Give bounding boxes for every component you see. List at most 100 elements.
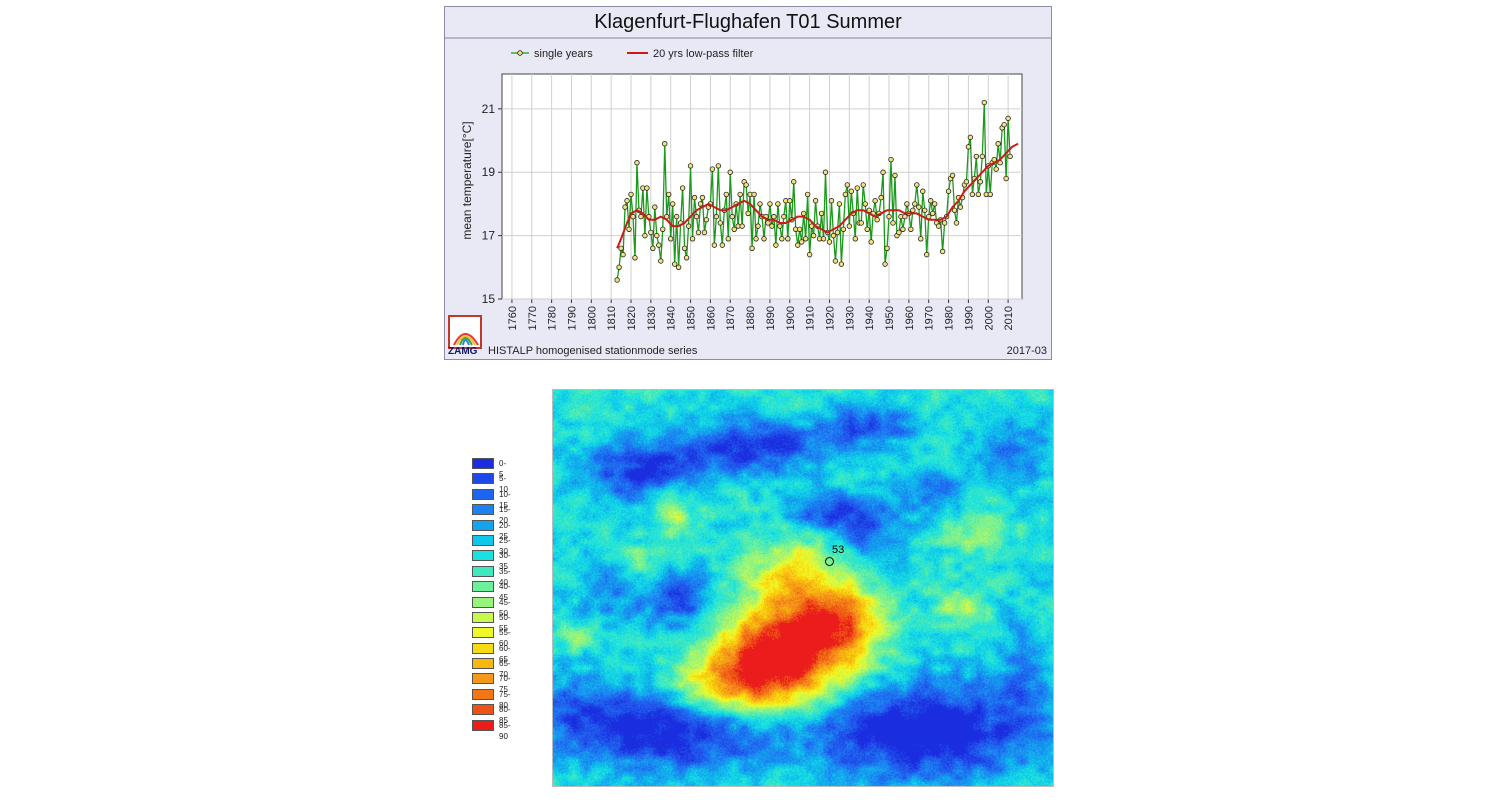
single-years-point: [995, 141, 1001, 147]
legend-swatch: [472, 611, 494, 623]
single-years-point: [977, 179, 984, 185]
single-years-point: [884, 245, 890, 251]
single-years-point: [737, 191, 743, 198]
y-tick-label: 17: [482, 229, 496, 243]
single-years-point: [922, 207, 928, 213]
legend-label: 5-10: [499, 474, 508, 495]
single-years-point: [854, 185, 860, 191]
single-years-point: [951, 207, 958, 213]
single-years-point: [787, 198, 793, 204]
single-years-point: [820, 236, 827, 242]
single-years-point: [671, 261, 678, 267]
single-years-point: [874, 217, 880, 223]
x-tick-label: 2010: [1003, 306, 1015, 330]
single-years-point: [689, 236, 696, 242]
single-years-point: [967, 134, 974, 141]
single-years-point: [687, 163, 694, 169]
single-years-point: [685, 223, 692, 229]
x-tick-label: 1950: [884, 306, 896, 330]
legend-swatch: [472, 704, 494, 716]
single-years-point: [648, 229, 654, 236]
x-tick-label: 1860: [705, 306, 717, 330]
single-years-point: [660, 226, 666, 232]
single-years-point: [862, 201, 868, 207]
y-axis-label: mean temperature[°C]: [460, 121, 474, 239]
single-years-point: [965, 144, 972, 150]
y-tick-label: 21: [482, 102, 496, 116]
single-years-point: [939, 248, 946, 255]
x-tick-label: 1780: [547, 306, 559, 330]
single-years-point: [644, 185, 650, 191]
legend-swatch: [472, 688, 494, 700]
single-years-point: [618, 245, 624, 251]
x-tick-label: 1870: [725, 306, 737, 330]
single-years-point: [872, 198, 878, 204]
legend-swatch: [472, 596, 494, 608]
single-years-point: [616, 264, 622, 271]
single-years-point: [711, 242, 718, 248]
single-years-point: [846, 223, 853, 229]
single-years-point: [914, 182, 920, 188]
single-years-point: [779, 236, 785, 242]
x-tick-label: 1770: [527, 306, 539, 330]
single-years-point: [890, 220, 896, 226]
single-years-point: [791, 179, 797, 185]
x-tick-label: 1850: [686, 306, 698, 330]
single-years-point: [928, 198, 934, 204]
single-years-point: [810, 232, 817, 239]
legend-single-years-label: single years: [534, 48, 593, 60]
map-panel: 0-5 5-10 10-15 15-20 20-25 25-30 30-35 35-40 40-…: [468, 388, 1058, 788]
single-years-point: [912, 201, 918, 207]
zamg-logo: [448, 315, 482, 349]
single-years-point: [797, 226, 803, 232]
legend-label: 85-90: [499, 720, 511, 741]
single-years-point: [935, 223, 942, 229]
single-years-point: [945, 188, 952, 194]
legend-swatch: [472, 673, 494, 685]
legend-swatch: [472, 550, 494, 562]
legend-label: 75-80: [499, 689, 511, 710]
single-years-point: [975, 191, 982, 198]
chart-title: Klagenfurt-Flughafen T01 Summer: [445, 7, 1051, 39]
legend-single-years-marker: [517, 50, 523, 56]
single-years-point: [675, 264, 682, 271]
single-years-point: [1007, 153, 1013, 160]
single-years-point: [683, 255, 690, 261]
single-years-point: [848, 188, 855, 194]
single-years-point: [812, 198, 819, 204]
single-years-point: [697, 201, 704, 207]
x-tick-label: 1810: [606, 306, 618, 330]
x-tick-label: 1820: [626, 306, 638, 330]
legend-lowpass-label: 20 yrs low-pass filter: [653, 48, 754, 60]
single-years-point: [795, 242, 801, 248]
lowpass-line: [616, 142, 1019, 249]
single-years-point: [709, 166, 716, 172]
single-years-point: [775, 201, 781, 207]
single-years-point: [908, 226, 914, 232]
legend-label: 40-45: [499, 582, 511, 603]
legend-label: 10-15: [499, 489, 511, 510]
single-years-point: [888, 156, 894, 163]
single-years-point: [628, 191, 634, 198]
single-years-point: [701, 229, 708, 236]
station-label: 53: [832, 544, 845, 556]
single-years-point: [749, 245, 755, 251]
single-years-point: [703, 217, 710, 223]
single-years-point: [981, 99, 987, 106]
zamg-logo-text: ZAMG: [448, 346, 478, 357]
legend-swatch: [472, 488, 494, 500]
single-years-point: [654, 232, 660, 239]
legend-swatch: [472, 719, 494, 731]
single-years-point: [620, 251, 626, 258]
single-years-point: [731, 226, 737, 232]
y-tick-label: 15: [482, 292, 496, 306]
legend-swatch: [472, 458, 494, 469]
single-years-point: [622, 204, 628, 210]
single-years-point: [953, 220, 960, 226]
x-tick-label: 1990: [963, 306, 975, 330]
single-years-point: [822, 169, 829, 175]
chart-footer: HISTALP homogenised stationmode series: [488, 345, 698, 357]
single-years-point: [842, 191, 849, 198]
single-years-point: [896, 229, 902, 236]
single-years-point: [904, 201, 910, 207]
